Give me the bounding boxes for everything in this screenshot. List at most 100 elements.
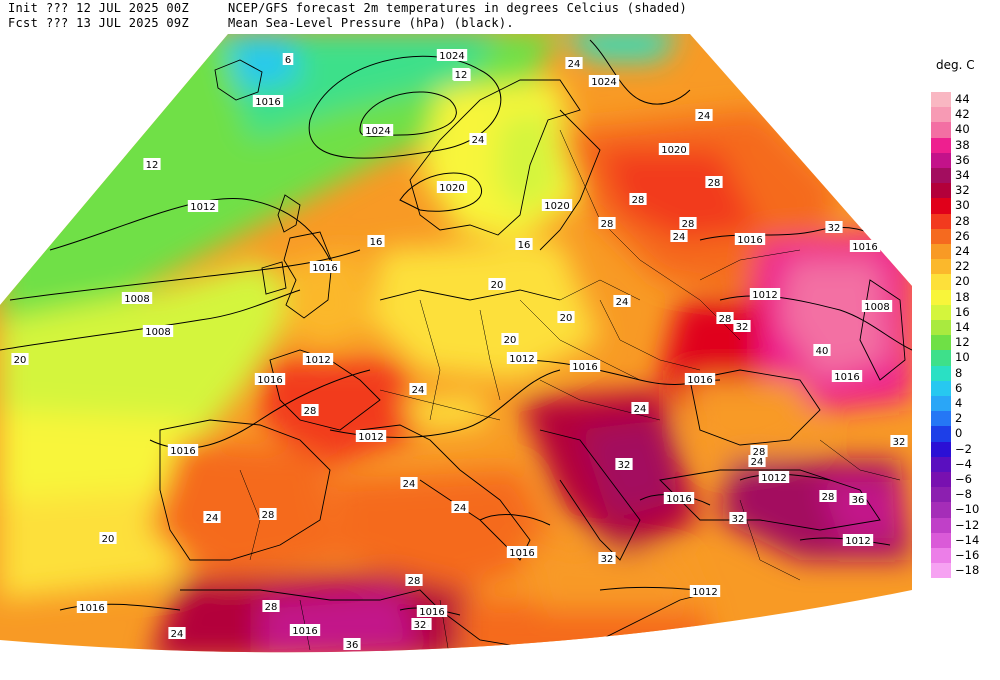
legend-swatch (931, 213, 951, 229)
isobar-label: 1016 (289, 624, 321, 637)
svg-text:1016: 1016 (572, 362, 597, 373)
svg-text:32: 32 (732, 514, 745, 525)
svg-text:32: 32 (618, 460, 631, 471)
legend-swatch (931, 152, 951, 168)
svg-text:32: 32 (601, 554, 614, 565)
svg-text:12: 12 (455, 70, 468, 81)
svg-text:1016: 1016 (737, 235, 762, 246)
legend-label: 2 (955, 411, 963, 426)
svg-text:28: 28 (708, 178, 721, 189)
svg-text:1016: 1016 (79, 603, 104, 614)
legend-swatch (931, 304, 951, 320)
svg-text:1012: 1012 (509, 354, 534, 365)
temperature-label: 28 (598, 217, 616, 230)
legend-swatch (931, 487, 951, 503)
isobar-label: 1012 (749, 288, 781, 301)
isobar-label: 1016 (663, 492, 695, 505)
isobar-label: 1024 (362, 124, 394, 137)
svg-text:20: 20 (504, 335, 517, 346)
isobar-label: 1012 (758, 471, 790, 484)
svg-text:32: 32 (736, 322, 749, 333)
legend-swatch (931, 396, 951, 412)
temperature-label: 12 (452, 68, 470, 81)
temperature-label: 20 (11, 353, 29, 366)
svg-text:1020: 1020 (439, 183, 464, 194)
isobar-label: 1016 (416, 605, 448, 618)
svg-text:1012: 1012 (305, 355, 330, 366)
legend-swatch (931, 441, 951, 457)
legend-label: 42 (955, 107, 970, 122)
legend-label: 20 (955, 274, 970, 289)
legend-label: 26 (955, 228, 970, 243)
svg-text:28: 28 (822, 492, 835, 503)
svg-text:36: 36 (346, 640, 359, 651)
svg-text:20: 20 (560, 313, 573, 324)
svg-text:40: 40 (816, 346, 829, 357)
legend-swatch (931, 92, 951, 108)
svg-text:28: 28 (719, 314, 732, 325)
isobar-label: 1012 (689, 585, 721, 598)
svg-text:1016: 1016 (312, 263, 337, 274)
temperature-field (0, 34, 912, 653)
init-label: Init (8, 1, 39, 15)
temperature-label: 24 (565, 57, 583, 70)
isobar-label: 1016 (684, 373, 716, 386)
temperature-label: 28 (679, 217, 697, 230)
svg-text:1008: 1008 (864, 302, 889, 313)
fcst-value: ??? 13 JUL 2025 09Z (46, 16, 189, 30)
legend-swatch (931, 472, 951, 488)
legend-label: 8 (955, 365, 963, 380)
temperature-label: 24 (670, 230, 688, 243)
legend-swatch (931, 244, 951, 260)
temperature-label: 6 (282, 53, 294, 66)
legend-label: 0 (955, 426, 963, 441)
isobar-label: 1016 (76, 601, 108, 614)
svg-text:32: 32 (414, 620, 427, 631)
temperature-label: 16 (367, 235, 385, 248)
svg-text:1008: 1008 (145, 327, 170, 338)
map-title-line2: Mean Sea-Level Pressure (hPa) (black). (228, 16, 514, 30)
legend-label: −2 (955, 441, 972, 456)
svg-text:1012: 1012 (190, 202, 215, 213)
legend-label: −18 (955, 563, 980, 578)
isobar-label: 1020 (541, 199, 573, 212)
isobar-label: 1024 (588, 75, 620, 88)
legend-swatch (931, 563, 951, 579)
svg-text:32: 32 (893, 437, 906, 448)
isobar-label: 1024 (436, 49, 468, 62)
temperature-label: 40 (813, 344, 831, 357)
svg-text:1012: 1012 (358, 432, 383, 443)
svg-text:6: 6 (285, 55, 291, 66)
svg-text:1016: 1016 (852, 242, 877, 253)
temperature-label: 24 (695, 109, 713, 122)
legend-label: 38 (955, 137, 970, 152)
svg-text:1024: 1024 (591, 77, 616, 88)
temperature-label: 32 (890, 435, 908, 448)
legend-swatch (931, 365, 951, 381)
legend-label: −12 (955, 517, 980, 532)
temperature-label: 24 (613, 295, 631, 308)
temperature-label: 16 (515, 238, 533, 251)
temperature-label: 28 (819, 490, 837, 503)
temperature-label: 28 (262, 600, 280, 613)
isobar-label: 1008 (142, 325, 174, 338)
svg-text:16: 16 (518, 240, 531, 251)
legend-swatch (931, 137, 951, 153)
legend-swatch (931, 350, 951, 366)
svg-text:24: 24 (403, 479, 416, 490)
svg-text:16: 16 (370, 237, 383, 248)
temperature-label: 28 (259, 508, 277, 521)
svg-text:1016: 1016 (687, 375, 712, 386)
legend-swatch (931, 456, 951, 472)
svg-text:28: 28 (753, 447, 766, 458)
temperature-label: 32 (598, 552, 616, 565)
svg-text:1012: 1012 (692, 587, 717, 598)
isobar-label: 1016 (734, 233, 766, 246)
svg-text:28: 28 (304, 406, 317, 417)
temperature-labels: 6121224242828242832282424282020202428282… (11, 53, 908, 651)
svg-text:28: 28 (682, 219, 695, 230)
legend-swatch (931, 380, 951, 396)
legend-label: 16 (955, 304, 970, 319)
svg-text:24: 24 (616, 297, 629, 308)
temperature-label: 28 (705, 176, 723, 189)
